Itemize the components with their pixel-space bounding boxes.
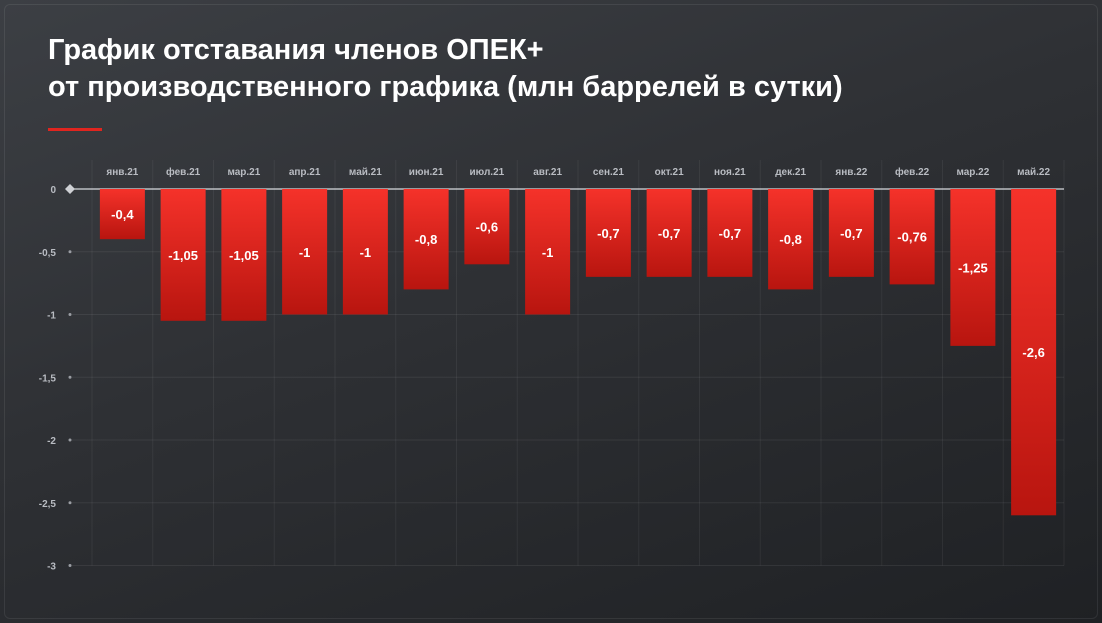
x-tick-label: янв.22 xyxy=(835,167,867,178)
x-tick-label: янв.21 xyxy=(106,167,138,178)
chart-title: График отставания членов ОПЕК+ от произв… xyxy=(48,32,1048,106)
data-label: -1 xyxy=(542,245,554,260)
y-tick-label: -0,5 xyxy=(39,248,57,259)
chart-title-line-2: от производственного графика (млн баррел… xyxy=(48,71,843,103)
title-accent-line xyxy=(48,128,102,131)
data-label: -0,6 xyxy=(476,220,498,235)
y-tick-label: -1,5 xyxy=(39,373,57,384)
bar xyxy=(403,189,449,290)
data-labels: -0,4 -1,05 -1,05 -1 -1 -0,8 -0,6 -1 -0,7 -0,7 -0,7… xyxy=(111,207,1045,360)
data-label: -0,7 xyxy=(597,226,619,241)
data-label: -0,76 xyxy=(897,230,927,245)
bar xyxy=(585,189,631,277)
bar xyxy=(828,189,874,277)
data-label: -0,8 xyxy=(779,232,801,247)
data-label: -1,05 xyxy=(168,248,198,263)
y-tick-label: -2,5 xyxy=(39,499,57,510)
bar xyxy=(99,189,145,240)
y-tick-mark xyxy=(68,375,72,379)
x-tick-label: июл.21 xyxy=(470,167,505,178)
x-tick-label: сен.21 xyxy=(593,167,625,178)
axis-origin-marker xyxy=(65,184,75,194)
data-label: -1 xyxy=(360,245,372,260)
bar xyxy=(464,189,510,265)
y-tick-mark xyxy=(68,313,72,316)
data-label: -1,05 xyxy=(229,248,259,263)
grid xyxy=(72,160,1065,566)
bar xyxy=(160,189,206,321)
x-tick-label: фев.21 xyxy=(166,166,201,178)
y-tick-mark xyxy=(68,501,72,505)
y-tick-label: -2 xyxy=(47,436,56,447)
bars xyxy=(99,189,1057,516)
bar xyxy=(221,189,267,321)
data-label: -1 xyxy=(299,245,311,260)
x-tick-label: окт.21 xyxy=(655,167,684,178)
data-label: -0,7 xyxy=(840,226,862,241)
x-tick-label: май.21 xyxy=(349,167,382,178)
y-tick-mark xyxy=(68,250,72,254)
y-tick-mark xyxy=(68,438,72,442)
y-tick-label: -3 xyxy=(47,562,56,573)
bar xyxy=(525,189,571,315)
bar xyxy=(768,189,814,290)
data-label: -0,7 xyxy=(719,226,741,241)
x-tick-label: авг.21 xyxy=(533,167,562,178)
x-tick-label: июн.21 xyxy=(409,167,444,178)
data-label: -0,4 xyxy=(111,207,134,222)
bar xyxy=(282,189,328,315)
x-tick-label: фев.22 xyxy=(895,166,930,178)
x-tick-label: ноя.21 xyxy=(714,167,746,178)
x-tick-label: дек.21 xyxy=(775,167,806,178)
data-label: -0,7 xyxy=(658,226,680,241)
x-tick-label: май.22 xyxy=(1017,167,1050,178)
x-tick-label: апр.21 xyxy=(289,167,321,178)
data-label: -1,25 xyxy=(958,260,988,275)
x-tick-label: мар.22 xyxy=(956,167,989,178)
y-tick-mark xyxy=(68,564,72,567)
data-label: -2,6 xyxy=(1022,345,1044,360)
bar xyxy=(950,189,996,346)
bar xyxy=(889,189,935,285)
bar xyxy=(1011,189,1057,516)
x-tick-label: мар.21 xyxy=(227,167,260,178)
chart-title-line-1: График отставания членов ОПЕК+ xyxy=(48,34,544,66)
y-tick-label: 0 xyxy=(50,185,56,196)
bar xyxy=(342,189,388,315)
bar xyxy=(707,189,753,277)
data-label: -0,8 xyxy=(415,232,437,247)
bar xyxy=(646,189,692,277)
y-tick-label: -1 xyxy=(47,311,56,322)
